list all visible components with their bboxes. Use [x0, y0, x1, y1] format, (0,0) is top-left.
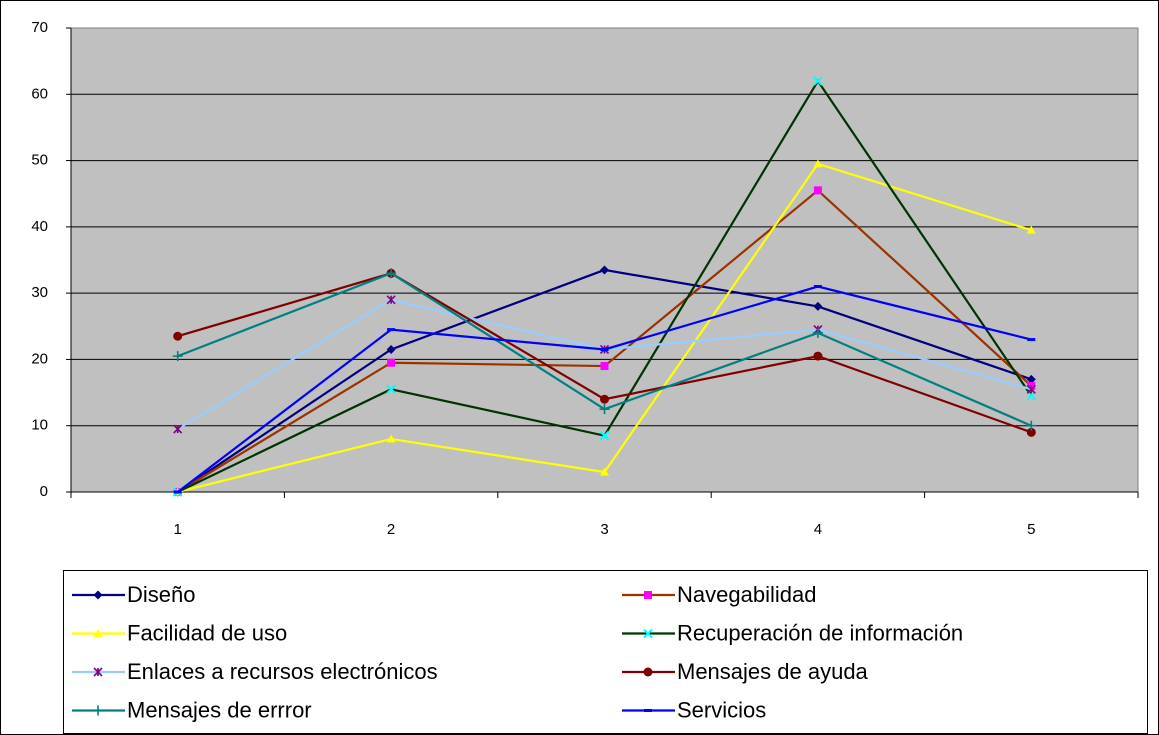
x-tick-label: 2	[387, 521, 395, 538]
data-point	[813, 159, 823, 168]
data-point	[813, 351, 823, 361]
legend-marker	[644, 591, 652, 599]
data-point	[386, 384, 396, 394]
legend-label: Mensajes de ayuda	[677, 659, 869, 684]
y-tick-label: 40	[31, 218, 48, 235]
legend-marker	[93, 705, 103, 716]
data-point	[1026, 384, 1036, 394]
legend-label: Mensajes de errror	[127, 697, 312, 722]
legend-label: Recuperación de información	[677, 620, 963, 645]
legend-label: Enlaces a recursos electrónicos	[127, 659, 438, 684]
x-tick-label: 5	[1027, 521, 1035, 538]
data-point	[599, 404, 610, 415]
y-tick-label: 50	[31, 152, 48, 169]
legend-marker	[93, 667, 103, 677]
data-point	[813, 76, 823, 86]
data-point	[173, 424, 183, 434]
data-point	[813, 301, 823, 311]
legend-marker	[93, 590, 103, 600]
x-tick-label: 3	[600, 521, 608, 538]
data-point	[386, 434, 396, 443]
data-point	[1026, 391, 1037, 401]
y-tick-label: 0	[40, 483, 48, 500]
legend-label: Diseño	[127, 582, 195, 607]
data-point	[600, 467, 609, 476]
data-point	[173, 331, 183, 341]
data-point	[1026, 374, 1036, 384]
data-point	[599, 430, 610, 441]
y-tick-label: 20	[31, 350, 48, 367]
x-tick-label: 4	[814, 521, 822, 538]
legend-box	[63, 570, 1148, 734]
legend-label: Navegabilidad	[677, 582, 816, 607]
data-point	[812, 327, 823, 338]
data-point	[600, 362, 609, 371]
data-point	[813, 186, 822, 195]
y-tick-label: 60	[31, 85, 48, 102]
data-point	[386, 344, 396, 354]
data-point	[1026, 427, 1036, 437]
legend-marker	[643, 667, 653, 677]
data-point	[387, 358, 396, 367]
x-tick-label: 1	[174, 521, 182, 538]
legend-label: Facilidad de uso	[127, 620, 287, 645]
plot-area	[70, 27, 1139, 493]
data-point	[172, 351, 183, 362]
data-point	[386, 295, 396, 305]
legend-marker	[643, 628, 653, 639]
y-tick-label: 30	[31, 284, 48, 301]
y-tick-label: 10	[31, 417, 48, 434]
legend-marker	[93, 629, 103, 637]
legend-label: Servicios	[677, 697, 766, 722]
data-point	[1026, 420, 1037, 431]
y-tick-label: 70	[31, 19, 48, 36]
data-point	[600, 394, 609, 404]
data-point	[1026, 225, 1036, 234]
data-point	[600, 265, 609, 275]
data-point	[386, 268, 397, 279]
